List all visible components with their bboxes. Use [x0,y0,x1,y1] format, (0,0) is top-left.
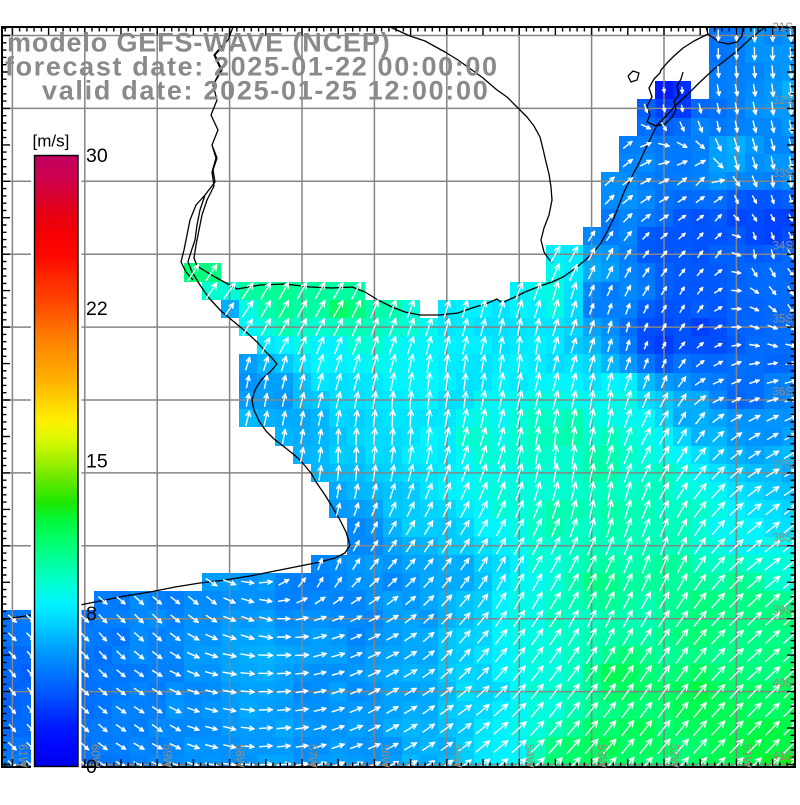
svg-text:valid date: 2025-01-25 12:00:0: valid date: 2025-01-25 12:00:00 [42,76,489,106]
svg-text:forecast date: 2025-01-22 00:0: forecast date: 2025-01-22 00:00:00 [5,52,499,82]
svg-text:53W: 53W [595,744,607,768]
svg-text:61W: 61W [16,744,28,768]
svg-text:30: 30 [86,145,108,167]
svg-text:35S: 35S [773,314,794,326]
svg-text:56W: 56W [378,744,390,768]
svg-text:15: 15 [86,451,108,473]
svg-text:41S: 41S [773,751,794,763]
svg-text:0: 0 [86,756,97,778]
svg-text:[m/s]: [m/s] [33,132,70,151]
svg-text:51W: 51W [740,744,752,768]
svg-text:54W: 54W [523,744,535,768]
svg-text:31S: 31S [773,22,794,34]
svg-text:modelo GEFS-WAVE (NCEP): modelo GEFS-WAVE (NCEP) [7,28,391,58]
svg-text:38S: 38S [773,532,794,544]
svg-text:36S: 36S [773,387,794,399]
svg-text:32S: 32S [773,95,794,107]
svg-text:60W: 60W [88,744,100,768]
svg-text:34S: 34S [773,241,794,253]
svg-text:37S: 37S [773,459,794,471]
svg-text:8: 8 [86,603,97,625]
svg-text:58W: 58W [233,744,245,768]
svg-text:22: 22 [86,298,108,320]
svg-text:39S: 39S [773,605,794,617]
svg-text:52W: 52W [668,744,680,768]
svg-text:55W: 55W [450,744,462,768]
svg-text:33S: 33S [773,168,794,180]
svg-text:59W: 59W [161,744,173,768]
svg-text:57W: 57W [306,744,318,768]
svg-text:40S: 40S [773,678,794,690]
